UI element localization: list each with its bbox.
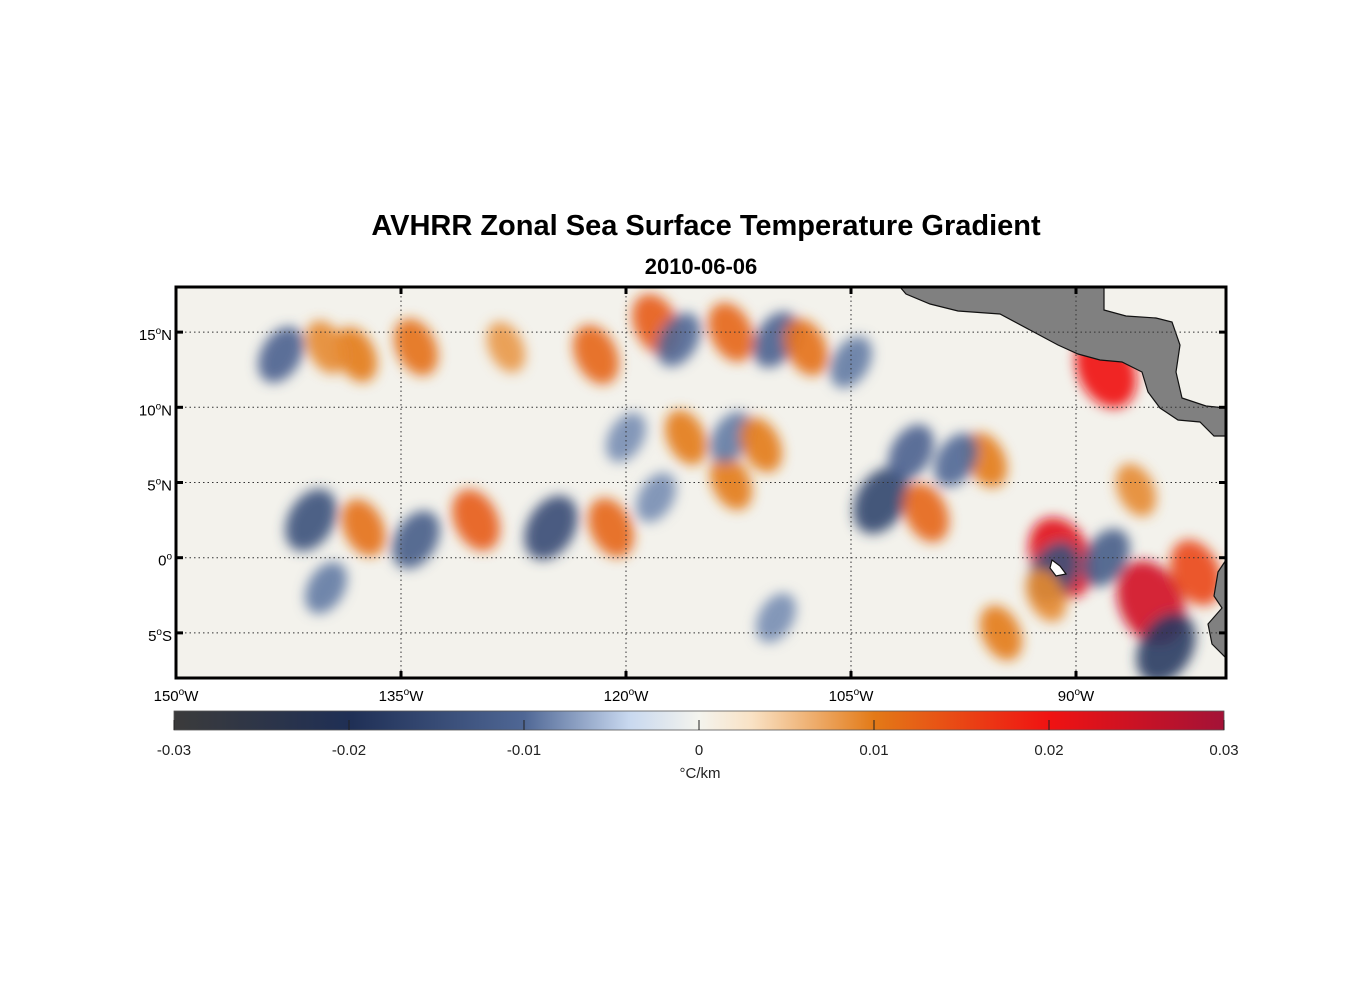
gradient-feature [486, 321, 526, 373]
gradient-feature [934, 433, 978, 487]
gradient-feature [888, 424, 934, 481]
lat-tick-label: 15oN [139, 326, 172, 344]
gradient-feature [710, 411, 752, 464]
central-america-land [899, 287, 1226, 437]
colorbar-units-label: °C/km [680, 765, 721, 782]
lat-tick-label: 5oS [148, 627, 172, 645]
lat-tick-label: 5oN [147, 477, 172, 495]
lon-tick-label: 90oW [1058, 687, 1095, 705]
colorbar-tick-label: -0.01 [507, 742, 541, 759]
gradient-feature [635, 472, 677, 523]
gradient-feature [392, 510, 440, 569]
gradient-feature [605, 412, 647, 463]
chart-title: AVHRR Zonal Sea Surface Temperature Grad… [371, 210, 1041, 242]
gradient-feature [755, 593, 797, 643]
gradient-feature [783, 318, 829, 376]
colorbar-ticks: -0.03 -0.02 -0.01 0 0.01 0.02 0.03 [157, 720, 1239, 759]
gradient-feature [334, 327, 378, 383]
gradient-feature [902, 482, 950, 543]
gradient-feature [656, 312, 701, 367]
gradient-feature [830, 336, 872, 388]
gradient-feature [572, 325, 620, 385]
gradient-feature [1025, 568, 1067, 622]
colorbar-tick-label: 0.01 [859, 742, 888, 759]
sst-gradient-map: 150oW 135oW 120oW 105oW 90oW 15oN 10oN 5oN 0o 5oS [139, 285, 1228, 705]
gradient-feature [853, 467, 909, 534]
lon-tick-label: 135oW [379, 687, 425, 705]
gradient-feature [258, 326, 304, 383]
galapagos-island [1049, 558, 1068, 577]
chart-subtitle: 2010-06-06 [645, 254, 758, 279]
gradient-feature [587, 498, 635, 558]
map-ticks: 150oW 135oW 120oW 105oW 90oW 15oN 10oN 5oN 0o 5oS [139, 287, 1226, 705]
gradient-feature [524, 495, 578, 560]
colorbar-tick-label: -0.02 [332, 742, 366, 759]
gradient-feature [1082, 528, 1130, 587]
colorbar-tick-label: 0 [695, 742, 703, 759]
lon-tick-label: 120oW [604, 687, 650, 705]
gradient-feature [664, 409, 708, 465]
gradient-feature [1170, 539, 1222, 606]
gradient-feature [1115, 463, 1157, 517]
gradient-feature [341, 499, 386, 557]
lat-tick-label: 0o [158, 552, 172, 570]
gradient-feature [739, 417, 783, 473]
gradient-feature [285, 489, 337, 552]
gradient-feature [305, 561, 347, 614]
lat-tick-label: 10oN [139, 401, 172, 419]
colorbar-tick-label: 0.03 [1209, 742, 1238, 759]
lon-tick-label: 105oW [829, 687, 875, 705]
lon-tick-label: 150oW [154, 687, 200, 705]
gradient-feature [305, 320, 347, 374]
gradient-features [258, 293, 1222, 678]
gradient-feature [1136, 612, 1196, 678]
colorbar: -0.03 -0.02 -0.01 0 0.01 0.02 0.03 °C/km [157, 710, 1239, 782]
colorbar-tick-label: 0.02 [1034, 742, 1063, 759]
gradient-feature [393, 318, 439, 376]
gradient-feature [452, 489, 500, 551]
colorbar-tick-label: -0.03 [157, 742, 191, 759]
